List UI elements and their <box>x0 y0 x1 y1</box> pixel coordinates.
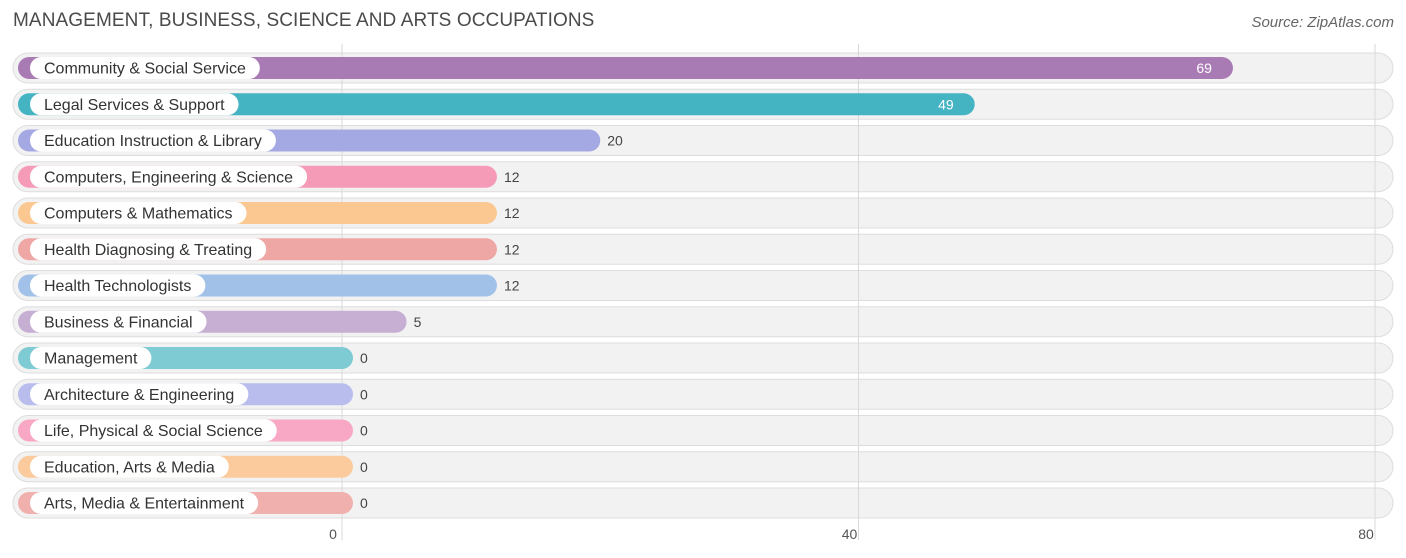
category-pill <box>30 57 260 79</box>
category-label: Legal Services & Support <box>44 97 225 114</box>
category-pill <box>30 419 277 442</box>
row-track <box>12 378 1394 410</box>
value-label: 0 <box>360 386 368 402</box>
category-pill <box>30 93 239 116</box>
category-label: Life, Physical & Social Science <box>44 423 263 440</box>
category-label: Arts, Media & Entertainment <box>44 496 245 513</box>
category-pill <box>30 165 308 188</box>
category-label: Computers & Mathematics <box>44 206 233 223</box>
value-label: 5 <box>414 314 422 330</box>
value-label: 0 <box>360 459 368 475</box>
x-tick-label: 40 <box>842 526 858 542</box>
value-label: 12 <box>504 241 520 257</box>
value-label: 12 <box>504 169 520 185</box>
x-tick-label: 80 <box>1358 526 1374 542</box>
x-tick-label: 0 <box>329 526 337 542</box>
value-label: 69 <box>1196 60 1212 76</box>
category-label: Business & Financial <box>44 314 193 331</box>
category-pill <box>30 310 207 333</box>
category-label: Architecture & Engineering <box>44 387 234 404</box>
row-track <box>12 415 1394 446</box>
source-label: Source: ZipAtlas.com <box>1251 14 1394 31</box>
category-label: Computers, Engineering & Science <box>44 169 293 186</box>
category-pill <box>30 129 276 152</box>
row-track <box>12 451 1394 483</box>
value-label: 12 <box>504 278 520 294</box>
category-pill <box>30 383 249 406</box>
category-label: Community & Social Service <box>44 61 246 78</box>
value-label: 20 <box>607 133 623 149</box>
category-label: Education Instruction & Library <box>44 133 262 150</box>
category-pill <box>30 274 206 297</box>
bar <box>18 57 1233 79</box>
category-pill <box>30 202 247 224</box>
value-label: 0 <box>360 423 368 439</box>
category-label: Health Technologists <box>44 278 191 295</box>
bar <box>18 93 975 116</box>
value-label: 0 <box>360 495 368 511</box>
category-label: Management <box>44 351 138 368</box>
category-pill <box>30 238 267 261</box>
category-label: Health Diagnosing & Treating <box>44 242 252 259</box>
row-track <box>12 487 1394 519</box>
value-label: 49 <box>938 96 954 112</box>
chart-title: MANAGEMENT, BUSINESS, SCIENCE AND ARTS O… <box>13 10 595 31</box>
value-label: 0 <box>360 350 368 366</box>
category-label: Education, Arts & Media <box>44 459 215 476</box>
category-pill <box>30 455 229 478</box>
category-pill <box>30 492 259 514</box>
category-pill <box>30 347 152 369</box>
row-track <box>12 342 1394 374</box>
value-label: 12 <box>504 205 520 221</box>
